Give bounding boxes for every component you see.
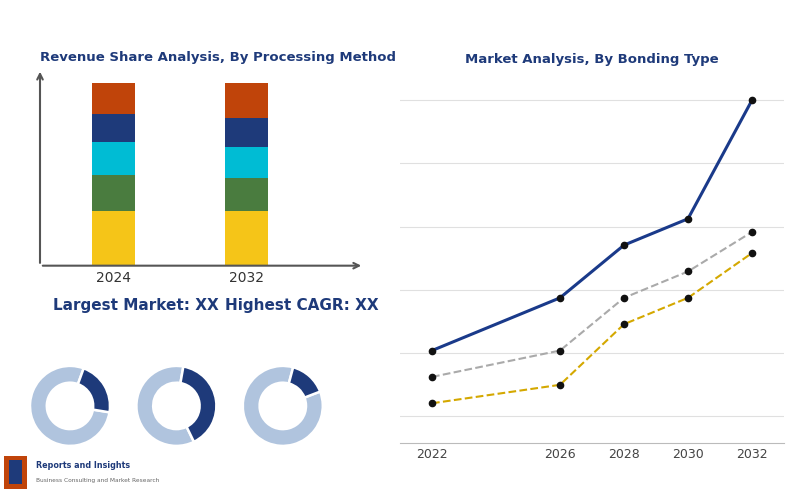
Wedge shape bbox=[181, 367, 216, 442]
Bar bbox=[4, 456, 27, 489]
Bar bbox=[226, 211, 268, 266]
Bar bbox=[92, 142, 134, 175]
Wedge shape bbox=[78, 369, 110, 412]
Text: Largest Market: XX: Largest Market: XX bbox=[54, 298, 219, 312]
Bar bbox=[92, 175, 134, 211]
Bar bbox=[92, 84, 134, 115]
Text: Reports and Insights: Reports and Insights bbox=[36, 461, 130, 470]
Title: Market Analysis, By Bonding Type: Market Analysis, By Bonding Type bbox=[465, 53, 719, 66]
Bar bbox=[9, 461, 22, 484]
Text: Business Consulting and Market Research: Business Consulting and Market Research bbox=[36, 478, 159, 483]
Bar bbox=[92, 115, 134, 142]
Bar bbox=[226, 147, 268, 178]
Bar bbox=[226, 118, 268, 147]
Text: Highest CAGR: XX: Highest CAGR: XX bbox=[225, 298, 378, 312]
Bar bbox=[92, 211, 134, 266]
Wedge shape bbox=[137, 366, 194, 446]
Text: Revenue Share Analysis, By Processing Method: Revenue Share Analysis, By Processing Me… bbox=[40, 51, 396, 63]
Bar bbox=[226, 84, 268, 118]
Wedge shape bbox=[243, 366, 322, 446]
Text: GLOBAL POLYSULFONES AND POLYETHERIMIDE MARKET SEGMENT ANALYSIS: GLOBAL POLYSULFONES AND POLYETHERIMIDE M… bbox=[10, 24, 663, 39]
Wedge shape bbox=[289, 367, 320, 398]
Wedge shape bbox=[30, 366, 110, 446]
Bar bbox=[226, 178, 268, 211]
